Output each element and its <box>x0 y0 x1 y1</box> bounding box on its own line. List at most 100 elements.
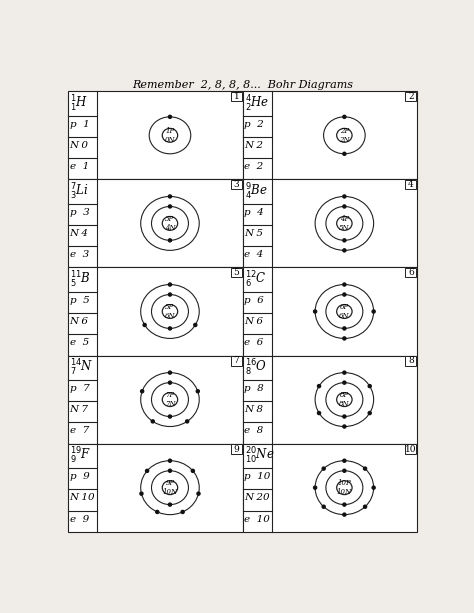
Text: 1: 1 <box>234 92 239 101</box>
Circle shape <box>168 195 172 198</box>
Text: $^{20}_{10}$Ne: $^{20}_{10}$Ne <box>245 446 274 466</box>
Text: $^{14}_{7}$N: $^{14}_{7}$N <box>71 358 94 378</box>
Circle shape <box>343 239 346 242</box>
Circle shape <box>343 381 346 384</box>
Circle shape <box>368 411 371 414</box>
Circle shape <box>168 371 172 374</box>
Circle shape <box>191 470 194 473</box>
Circle shape <box>343 293 346 296</box>
Text: e  6: e 6 <box>244 338 264 348</box>
Text: N 4: N 4 <box>70 229 89 238</box>
Circle shape <box>343 283 346 286</box>
Circle shape <box>343 337 346 340</box>
Bar <box>68 180 243 267</box>
Circle shape <box>168 293 172 296</box>
Circle shape <box>343 371 346 374</box>
Circle shape <box>322 467 325 470</box>
Text: Remember  2, 8, 8, 8...  Bohr Diagrams: Remember 2, 8, 8, 8... Bohr Diagrams <box>132 80 354 91</box>
Text: $^{7}_{3}$Li: $^{7}_{3}$Li <box>71 181 89 202</box>
Text: 4P
5N: 4P 5N <box>339 215 350 232</box>
Text: $^{4}_{2}$He: $^{4}_{2}$He <box>245 94 269 113</box>
Bar <box>68 356 243 444</box>
Circle shape <box>343 195 346 198</box>
Circle shape <box>343 205 346 208</box>
Text: e  2: e 2 <box>244 162 264 171</box>
Circle shape <box>140 492 143 495</box>
Circle shape <box>168 459 172 462</box>
Text: p  8: p 8 <box>244 384 264 393</box>
Text: 2P
2N: 2P 2N <box>339 127 350 143</box>
Circle shape <box>168 381 172 384</box>
Circle shape <box>343 249 346 252</box>
Text: N 6: N 6 <box>244 317 263 326</box>
Ellipse shape <box>337 305 352 318</box>
Text: 6P
6N: 6P 6N <box>339 303 350 320</box>
Text: N 6: N 6 <box>70 317 89 326</box>
Text: 10P
10N: 10P 10N <box>337 479 352 496</box>
Text: e  9: e 9 <box>70 514 89 524</box>
Text: 6: 6 <box>408 268 414 277</box>
Text: p  7: p 7 <box>70 384 90 393</box>
Text: $^{1}_{1}$H: $^{1}_{1}$H <box>71 94 89 113</box>
Circle shape <box>314 310 317 313</box>
Text: $^{16}_{8}$O: $^{16}_{8}$O <box>245 358 267 378</box>
Bar <box>405 180 416 189</box>
Ellipse shape <box>162 216 178 230</box>
Bar <box>231 444 242 454</box>
Text: N 20: N 20 <box>244 493 270 503</box>
Ellipse shape <box>337 481 352 495</box>
Text: 10: 10 <box>405 444 417 454</box>
Bar <box>243 180 417 267</box>
Text: e  7: e 7 <box>70 427 89 435</box>
Text: N 7: N 7 <box>70 405 89 414</box>
Circle shape <box>343 513 346 516</box>
Bar <box>68 444 243 531</box>
Text: 3: 3 <box>234 180 239 189</box>
Text: 4: 4 <box>408 180 414 189</box>
Text: p  9: p 9 <box>70 472 90 481</box>
Circle shape <box>168 115 172 118</box>
Text: N 8: N 8 <box>244 405 263 414</box>
Text: 5P
6N: 5P 6N <box>164 303 175 320</box>
Ellipse shape <box>162 305 178 318</box>
Bar <box>243 356 417 444</box>
Circle shape <box>141 390 144 393</box>
Circle shape <box>156 511 159 514</box>
Text: $^{19}_{9}$F: $^{19}_{9}$F <box>71 446 92 466</box>
Text: $^{11}_{5}$B: $^{11}_{5}$B <box>71 270 91 290</box>
Circle shape <box>343 425 346 428</box>
Circle shape <box>343 152 346 155</box>
Circle shape <box>343 115 346 118</box>
Text: p  4: p 4 <box>244 208 264 217</box>
Bar <box>68 91 243 180</box>
Ellipse shape <box>162 481 178 495</box>
Circle shape <box>168 327 172 330</box>
Circle shape <box>318 411 320 414</box>
Text: 5: 5 <box>233 268 239 277</box>
Text: e  8: e 8 <box>244 427 264 435</box>
Text: 9: 9 <box>234 444 239 454</box>
Text: 8: 8 <box>408 356 414 365</box>
Bar <box>405 268 416 278</box>
Circle shape <box>197 492 200 495</box>
Circle shape <box>372 486 375 489</box>
Circle shape <box>181 511 184 514</box>
Bar <box>405 356 416 365</box>
Text: 8P
8N: 8P 8N <box>339 391 350 408</box>
Text: e  3: e 3 <box>70 250 89 259</box>
Bar <box>231 356 242 365</box>
Ellipse shape <box>162 393 178 406</box>
Text: p  2: p 2 <box>244 120 264 129</box>
Text: p  6: p 6 <box>244 296 264 305</box>
Text: 2: 2 <box>408 92 414 101</box>
Text: N 0: N 0 <box>70 141 89 150</box>
Circle shape <box>168 415 172 418</box>
Circle shape <box>143 324 146 327</box>
Text: 7: 7 <box>234 356 239 365</box>
Bar <box>243 444 417 531</box>
Circle shape <box>168 469 172 472</box>
Bar <box>68 267 243 356</box>
Bar <box>231 268 242 278</box>
Text: e  4: e 4 <box>244 250 264 259</box>
Text: p  1: p 1 <box>70 120 90 129</box>
